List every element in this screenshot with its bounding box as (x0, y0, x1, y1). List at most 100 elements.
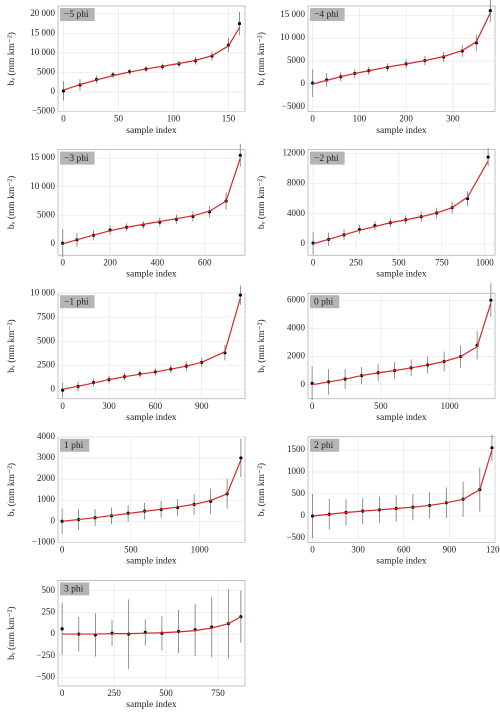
panel-label-box (310, 295, 340, 309)
panel-label: −2 phi (314, 154, 339, 164)
x-tick-label: 300 (102, 401, 116, 411)
x-tick-label: 500 (124, 544, 138, 554)
plot-area (307, 149, 496, 256)
panel-label: −3 phi (64, 154, 89, 164)
plot-area (307, 436, 496, 543)
x-tick-label: 0 (311, 257, 316, 267)
y-tick-label: 10 000 (280, 32, 305, 42)
x-tick-label: 0 (310, 401, 315, 411)
x-tick-label: 600 (397, 544, 411, 554)
x-axis-label: sample index (126, 700, 177, 710)
y-tick-label: 10 000 (30, 181, 55, 191)
panel-label-box (60, 438, 90, 452)
fit-line (312, 449, 493, 517)
y-tick-label: 4000 (37, 431, 56, 441)
y-tick-label: 5000 (37, 335, 56, 345)
x-tick-label: 1200 (486, 544, 500, 554)
x-tick-label: 1000 (441, 401, 460, 411)
y-axis-label: bᵥ (mm km⁻²) (6, 32, 17, 85)
x-tick-label: 250 (349, 257, 363, 267)
x-tick-label: 0 (60, 544, 65, 554)
y-tick-label: −1000 (32, 536, 56, 546)
x-tick-label: 100 (167, 114, 181, 124)
x-tick-label: 600 (149, 401, 163, 411)
panel: −500 0 500 1000 1500 0 300 600 900 1200 sample ind… (256, 434, 500, 567)
panel-label: 0 phi (314, 297, 334, 307)
x-axis-label: sample index (376, 269, 427, 279)
x-tick-label: 750 (435, 257, 449, 267)
plot-area (57, 149, 246, 256)
x-tick-label: 900 (195, 401, 209, 411)
y-tick-label: 12000 (283, 147, 306, 157)
y-tick-label: −5000 (282, 101, 306, 111)
y-tick-label: −500 (286, 532, 305, 542)
y-tick-label: 20 000 (30, 8, 55, 18)
panel-label: 2 phi (314, 441, 334, 451)
panel: 0 2000 4000 6000 0 500 1000 sample index bᵥ (mm … (256, 283, 496, 423)
y-tick-label: 0 (51, 86, 56, 96)
fit-line (62, 297, 241, 390)
y-tick-label: 2000 (37, 473, 56, 483)
x-axis-label: sample index (126, 413, 177, 423)
data-point (60, 627, 64, 631)
x-tick-label: 1000 (476, 257, 495, 267)
panel: 0 4000 8000 12000 0 250 500 750 1000 sample index… (256, 147, 496, 279)
panel: 0 2500 5000 7500 10 000 0 300 600 900 sample inde… (6, 285, 246, 423)
y-tick-label: 15 000 (280, 9, 305, 19)
y-axis-label: bᵥ (mm km⁻²) (6, 463, 17, 516)
fit-line (312, 12, 491, 85)
y-tick-label: −250 (36, 650, 55, 660)
panel-label: −1 phi (64, 297, 89, 307)
panel: −1000 0 1000 2000 3000 4000 0 500 1000 sample ind… (6, 431, 246, 567)
y-tick-label: 0 (301, 238, 306, 248)
x-axis-label: sample index (376, 413, 427, 423)
plot-area (57, 292, 246, 400)
y-tick-label: 2000 (287, 351, 306, 361)
y-tick-label: 5000 (37, 67, 56, 77)
plot-area (57, 5, 246, 112)
x-tick-label: 900 (443, 544, 457, 554)
panel-label: 1 phi (64, 441, 84, 451)
y-axis-label: bᵥ (mm km⁻²) (6, 606, 17, 659)
x-tick-label: 0 (61, 114, 66, 124)
panel-label-box (310, 151, 345, 165)
y-axis-label: bᵥ (mm km⁻²) (256, 319, 267, 372)
x-tick-label: 1000 (191, 544, 210, 554)
y-axis-label: bᵥ (mm km⁻²) (256, 463, 267, 516)
y-tick-label: 1000 (287, 466, 306, 476)
x-axis-label: sample index (126, 557, 177, 567)
fit-line (62, 616, 242, 635)
x-tick-label: 0 (60, 401, 65, 411)
x-axis-label: sample index (126, 126, 177, 136)
x-tick-label: 0 (60, 257, 65, 267)
x-tick-label: 500 (374, 401, 388, 411)
data-point (238, 153, 242, 157)
y-tick-label: 250 (42, 606, 56, 616)
y-tick-label: 2500 (37, 359, 56, 369)
panel-label-box (60, 295, 95, 309)
data-point (239, 456, 243, 460)
x-tick-label: 0 (60, 688, 65, 698)
x-tick-label: 600 (198, 257, 212, 267)
panel-label: −4 phi (314, 10, 339, 20)
panel-label-box (60, 582, 90, 596)
y-tick-label: 4000 (287, 322, 306, 332)
y-axis-label: bᵥ (mm km⁻²) (6, 176, 17, 229)
y-tick-label: −5000 (32, 106, 56, 116)
x-tick-label: 250 (107, 688, 121, 698)
y-tick-label: −500 (36, 671, 55, 681)
y-axis-label: bᵥ (mm km⁻²) (256, 176, 267, 229)
y-tick-label: 5000 (37, 209, 56, 219)
y-tick-label: 3000 (37, 452, 56, 462)
x-axis-label: sample index (126, 269, 177, 279)
fit-line (62, 459, 242, 522)
data-point (489, 298, 493, 302)
panel-label: 3 phi (64, 585, 84, 595)
y-tick-label: 7500 (37, 311, 56, 321)
panel: 0 5000 10 000 15 000 0 200 400 600 sample index b… (6, 143, 246, 279)
fit-line (312, 302, 492, 386)
panel-label-box (310, 438, 340, 452)
y-tick-label: 0 (51, 628, 56, 638)
x-tick-label: 200 (103, 257, 117, 267)
